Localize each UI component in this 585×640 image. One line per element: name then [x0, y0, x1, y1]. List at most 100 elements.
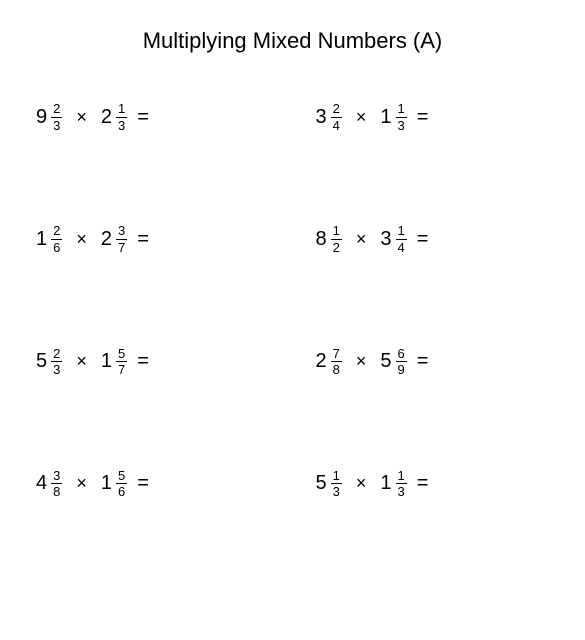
problem: 278 × 569 = [316, 347, 556, 377]
b-denominator: 3 [396, 118, 407, 133]
problem: 523×157= [36, 347, 276, 377]
b-whole: 1 [380, 106, 391, 129]
b-whole: 1 [101, 350, 112, 373]
b-numerator: 6 [396, 347, 407, 363]
a-mixed-number: 812 [316, 224, 342, 254]
b-fraction: 13 [396, 102, 407, 132]
a-fraction: 13 [331, 469, 342, 499]
a-whole: 3 [316, 106, 327, 129]
a-fraction: 24 [331, 102, 342, 132]
b-whole: 2 [101, 228, 112, 251]
multiply-operator: × [76, 107, 87, 128]
a-numerator: 1 [331, 224, 342, 240]
b-numerator: 1 [396, 469, 407, 485]
a-whole: 9 [36, 106, 47, 129]
b-denominator: 4 [396, 240, 407, 255]
b-whole: 1 [101, 472, 112, 495]
b-fraction: 56 [116, 469, 127, 499]
a-whole: 5 [316, 472, 327, 495]
equals-sign: = [417, 228, 429, 251]
b-mixed-number: 213 [101, 102, 127, 132]
problem: 812×314= [316, 224, 556, 254]
a-whole: 1 [36, 228, 47, 251]
a-mixed-number: 523 [36, 347, 62, 377]
problem: 126×237= [36, 224, 276, 254]
equals-sign: = [417, 106, 429, 129]
multiply-operator: × [76, 229, 87, 250]
b-whole: 3 [380, 228, 391, 251]
a-denominator: 6 [51, 240, 62, 255]
a-numerator: 2 [331, 102, 342, 118]
problem: 438 × 156 = [36, 469, 276, 499]
equals-sign: = [137, 228, 149, 251]
equals-sign: = [137, 106, 149, 129]
a-mixed-number: 923 [36, 102, 62, 132]
a-numerator: 2 [51, 347, 62, 363]
a-denominator: 2 [331, 240, 342, 255]
equals-sign: = [417, 350, 429, 373]
b-mixed-number: 156 [101, 469, 127, 499]
multiply-operator: × [356, 473, 367, 494]
a-denominator: 3 [331, 484, 342, 499]
b-whole: 5 [380, 350, 391, 373]
page-title: Multiplying Mixed Numbers (A) [30, 28, 555, 54]
a-denominator: 4 [331, 118, 342, 133]
a-numerator: 1 [331, 469, 342, 485]
b-fraction: 37 [116, 224, 127, 254]
a-numerator: 2 [51, 224, 62, 240]
b-whole: 2 [101, 106, 112, 129]
multiply-operator: × [76, 351, 87, 372]
equals-sign: = [137, 472, 149, 495]
a-mixed-number: 438 [36, 469, 62, 499]
b-numerator: 5 [116, 469, 127, 485]
problem: 324×113= [316, 102, 556, 132]
a-numerator: 3 [51, 469, 62, 485]
b-denominator: 7 [116, 362, 127, 377]
problems-grid: 923×213=324×113=126×237=812×314=523×157=… [30, 102, 555, 499]
b-mixed-number: 569 [380, 347, 406, 377]
multiply-operator: × [356, 107, 367, 128]
a-fraction: 23 [51, 102, 62, 132]
b-fraction: 13 [116, 102, 127, 132]
a-fraction: 12 [331, 224, 342, 254]
b-fraction: 14 [396, 224, 407, 254]
b-whole: 1 [380, 472, 391, 495]
multiply-operator: × [356, 229, 367, 250]
a-denominator: 3 [51, 118, 62, 133]
a-mixed-number: 513 [316, 469, 342, 499]
equals-sign: = [417, 472, 429, 495]
a-whole: 4 [36, 472, 47, 495]
b-mixed-number: 237 [101, 224, 127, 254]
b-fraction: 57 [116, 347, 127, 377]
worksheet-page: Multiplying Mixed Numbers (A) 923×213=32… [0, 0, 585, 640]
a-fraction: 38 [51, 469, 62, 499]
a-denominator: 8 [331, 362, 342, 377]
problem: 513×113= [316, 469, 556, 499]
a-whole: 2 [316, 350, 327, 373]
a-fraction: 78 [331, 347, 342, 377]
b-denominator: 3 [116, 118, 127, 133]
a-numerator: 7 [331, 347, 342, 363]
b-numerator: 3 [116, 224, 127, 240]
b-fraction: 13 [396, 469, 407, 499]
a-denominator: 8 [51, 484, 62, 499]
b-mixed-number: 314 [380, 224, 406, 254]
a-fraction: 23 [51, 347, 62, 377]
equals-sign: = [137, 350, 149, 373]
a-mixed-number: 278 [316, 347, 342, 377]
a-denominator: 3 [51, 362, 62, 377]
b-mixed-number: 113 [380, 469, 406, 499]
b-numerator: 1 [396, 102, 407, 118]
a-numerator: 2 [51, 102, 62, 118]
multiply-operator: × [76, 473, 87, 494]
b-numerator: 1 [396, 224, 407, 240]
problem: 923×213= [36, 102, 276, 132]
b-numerator: 5 [116, 347, 127, 363]
b-numerator: 1 [116, 102, 127, 118]
a-mixed-number: 324 [316, 102, 342, 132]
b-denominator: 6 [116, 484, 127, 499]
b-denominator: 9 [396, 362, 407, 377]
a-fraction: 26 [51, 224, 62, 254]
a-whole: 8 [316, 228, 327, 251]
multiply-operator: × [356, 351, 367, 372]
